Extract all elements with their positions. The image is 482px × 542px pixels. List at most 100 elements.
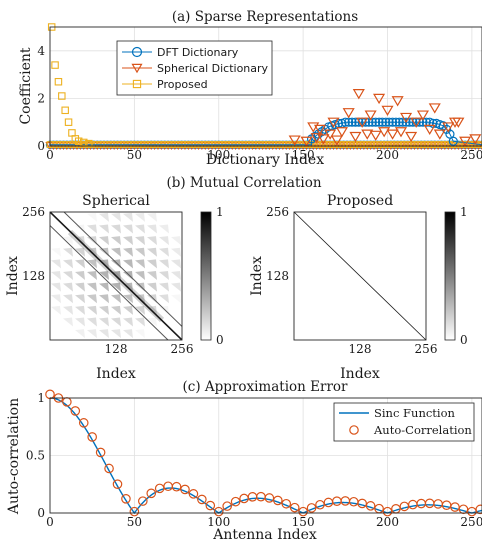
panel-c-xtick-label: 150: [292, 515, 315, 529]
spherical-sidelobe: [87, 317, 97, 327]
panel-a-data-point: [356, 117, 369, 128]
spherical-sidelobe: [147, 317, 157, 327]
panel-a-data-point: [394, 127, 408, 138]
spherical-sidelobe: [87, 329, 97, 339]
proposed-axes-box: [293, 211, 427, 341]
panel-a-ticks: 0 50 100 150 200 250 0 2 4: [37, 44, 482, 162]
panel-c-legend-marker: [349, 425, 359, 435]
spherical-sidelobe: [147, 294, 157, 304]
panel-a-data-point: [428, 103, 441, 114]
spherical-sidelobe: [111, 259, 121, 269]
panel-c-autocorr-point: [247, 492, 258, 502]
panel-a-xtick-label: 100: [207, 148, 230, 162]
panel-c-autocorr-point: [146, 488, 157, 499]
spherical-sidelobe: [171, 282, 181, 292]
spherical-sidelobe: [75, 282, 85, 292]
panel-a-ytick-label: 4: [37, 44, 45, 58]
panel-c-axes-box: [49, 397, 482, 514]
proposed-xtick-label: 256: [415, 342, 438, 356]
panel-a-data-point: [54, 77, 63, 86]
panel-a-data-point: [85, 139, 93, 148]
panel-a-legend-marker: [131, 63, 143, 74]
spherical-sidelobe: [111, 317, 121, 327]
panel-a-dft-line: [50, 121, 482, 146]
spherical-sidelobe: [63, 236, 73, 246]
proposed-ytick-label: 128: [266, 269, 289, 283]
panel-c-legend-label: Auto-Correlation: [373, 423, 472, 437]
spherical-main-diagonal: [50, 212, 182, 340]
panel-c-autocorr-point: [365, 501, 376, 511]
spherical-sidelobe: [63, 247, 73, 257]
panel-a-data-point: [347, 117, 357, 127]
spherical-sidelobe: [87, 305, 97, 315]
panel-c-xlabel: Antenna Index: [212, 527, 317, 542]
panel-a-data-point: [369, 130, 382, 141]
panel-a-data-point: [310, 133, 323, 144]
panel-a-data-point: [469, 134, 482, 145]
spherical-sidelobe: [63, 317, 73, 327]
spherical-sidelobe: [99, 282, 109, 292]
panel-a-ylabel: Coefficient: [18, 47, 34, 124]
panel-a-sparse-representations: (a) Sparse Representations 0 50 100 150 200 2…: [18, 9, 482, 168]
spherical-sidelobe: [99, 305, 109, 315]
spherical-sidelobe: [63, 259, 73, 269]
panel-a-data-point: [381, 105, 394, 116]
panel-c-autocorr-point: [323, 497, 334, 508]
panel-c-autocorr-point: [348, 496, 359, 507]
panel-a-data-point: [459, 136, 472, 147]
panel-a-xtick-label: 0: [46, 148, 54, 162]
spherical-colorbar-max: 1: [216, 205, 224, 219]
proposed-main-diagonal: [294, 212, 426, 340]
panel-c-autocorr-point: [340, 496, 351, 506]
spherical-sidelobe: [135, 259, 145, 269]
spherical-ytick-label: 256: [22, 205, 45, 219]
spherical-sidelobe: [159, 247, 169, 257]
panel-c-autocorr-point: [281, 498, 292, 509]
spherical-sidelobe: [135, 317, 145, 327]
spherical-sidelobe: [123, 259, 133, 269]
panel-c-autocorr-point: [264, 493, 275, 503]
panel-c-ytick-label: 0.5: [26, 449, 45, 463]
spherical-xtick-label: 128: [105, 342, 128, 356]
panel-a-data-point: [364, 110, 377, 121]
spherical-sidelobe: [99, 224, 109, 234]
panel-c-approximation-error: (c) Approximation Error 0 50 100 150 200 2500…: [6, 379, 482, 542]
spherical-sidelobe: [135, 282, 145, 292]
panel-c-autocorr-point: [70, 406, 81, 416]
panel-a-data-point: [394, 117, 404, 127]
spherical-sidelobe: [159, 294, 169, 304]
panel-b-proposed: Proposed 128 256 128 256 Index Index 1 0: [249, 193, 468, 382]
panel-a-axes-box: [49, 26, 482, 147]
spherical-sidelobe: [123, 271, 133, 280]
spherical-sidelobe: [75, 305, 85, 315]
panel-a-data-point: [58, 92, 66, 100]
spherical-sidelobe: [147, 236, 157, 246]
spherical-sidelobe: [51, 305, 61, 315]
spherical-sidelobe: [111, 224, 121, 234]
panel-c-autocorr-point: [306, 503, 317, 513]
spherical-sidelobe: [111, 294, 121, 304]
spherical-sidelobe: [147, 212, 157, 222]
panel-a-data-point: [452, 117, 465, 128]
spherical-colorbar-min: 0: [216, 333, 224, 347]
spherical-sidelobe: [123, 236, 133, 246]
panel-c-autocorr-point: [78, 418, 89, 428]
spherical-sidelobe: [159, 224, 169, 234]
panel-c-autocorr-point: [222, 501, 232, 511]
spherical-sidelobe: [159, 236, 169, 246]
panel-a-data-point: [324, 129, 337, 140]
panel-a-data-point: [400, 112, 413, 124]
proposed-ytick-label: 256: [266, 205, 289, 219]
spherical-sidelobe: [63, 271, 73, 280]
panel-c-autocorr-point: [45, 389, 55, 400]
panel-c-autocorr-point: [408, 499, 418, 510]
spherical-sidelobe: [63, 282, 73, 292]
panel-a-data-point: [401, 117, 411, 127]
panel-a-title: (a) Sparse Representations: [172, 9, 358, 25]
panel-a-legend-marker: [131, 46, 143, 58]
spherical-sidelobe: [147, 247, 157, 257]
spherical-sidelobe: [147, 282, 157, 292]
panel-c-autocorr-point: [273, 495, 283, 506]
